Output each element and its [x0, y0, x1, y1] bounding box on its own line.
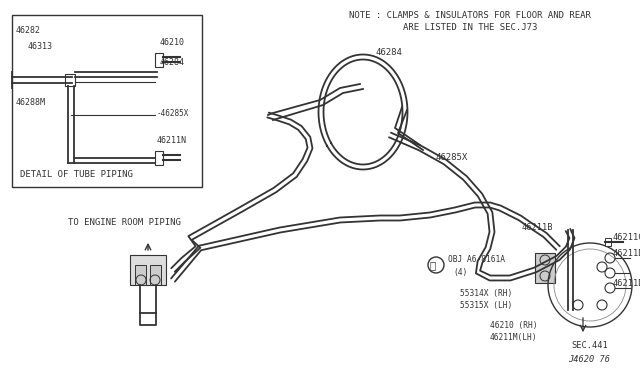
Text: TO ENGINE ROOM PIPING: TO ENGINE ROOM PIPING [68, 218, 181, 227]
Text: 46284: 46284 [375, 48, 402, 57]
Text: 55314X (RH): 55314X (RH) [460, 289, 512, 298]
Bar [155, 151, 163, 165]
Bar [135, 265, 146, 285]
Text: 46210: 46210 [160, 38, 185, 47]
Text: OBJ A6-8161A: OBJ A6-8161A [448, 255, 505, 264]
Bar [12, 15, 202, 187]
Text: -46285X: -46285X [157, 109, 189, 118]
Text: 46211C: 46211C [613, 233, 640, 242]
Text: 46211M(LH): 46211M(LH) [490, 333, 538, 342]
Text: SEC.441: SEC.441 [571, 341, 608, 350]
Bar [535, 253, 555, 283]
Bar [150, 265, 161, 285]
Bar [65, 74, 75, 86]
Text: Ⓑ: Ⓑ [430, 260, 436, 270]
Text: 46288M: 46288M [16, 98, 46, 107]
Text: 46211B: 46211B [522, 223, 554, 232]
Text: (4): (4) [453, 268, 467, 277]
Text: 46211D: 46211D [613, 249, 640, 258]
Text: 46210 (RH): 46210 (RH) [490, 321, 538, 330]
Bar [130, 255, 166, 285]
Bar [605, 238, 611, 246]
Text: 55315X (LH): 55315X (LH) [460, 301, 512, 310]
Text: 46313: 46313 [28, 42, 53, 51]
Text: DETAIL OF TUBE PIPING: DETAIL OF TUBE PIPING [20, 170, 133, 179]
Bar [155, 53, 163, 67]
Text: NOTE : CLAMPS & INSULATORS FOR FLOOR AND REAR: NOTE : CLAMPS & INSULATORS FOR FLOOR AND… [349, 11, 591, 20]
Text: J4620 76: J4620 76 [568, 355, 610, 364]
Text: 46211D: 46211D [613, 279, 640, 288]
Text: 46211N: 46211N [157, 136, 187, 145]
Text: 46282: 46282 [16, 26, 41, 35]
Text: 46284: 46284 [160, 58, 185, 67]
Text: ARE LISTED IN THE SEC.J73: ARE LISTED IN THE SEC.J73 [403, 23, 537, 32]
Text: 46285X: 46285X [435, 153, 467, 162]
